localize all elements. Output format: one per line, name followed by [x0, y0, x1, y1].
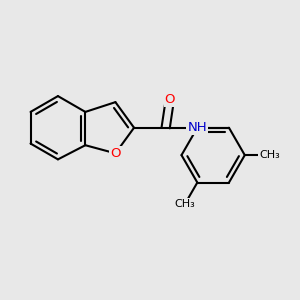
Text: O: O [110, 147, 121, 160]
Text: CH₃: CH₃ [175, 199, 195, 209]
Text: NH: NH [188, 121, 207, 134]
Text: O: O [165, 93, 175, 106]
Text: CH₃: CH₃ [259, 150, 280, 160]
